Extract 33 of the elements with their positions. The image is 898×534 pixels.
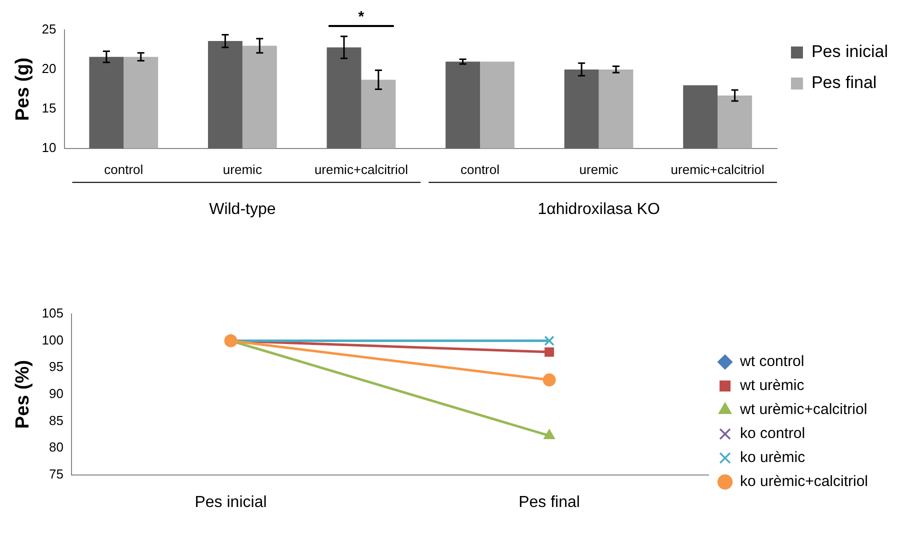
- point: [542, 373, 556, 386]
- y-tick-label: 20: [42, 61, 56, 76]
- x-tick-label: uremic: [222, 162, 262, 177]
- y-tick-label: 100: [42, 332, 64, 348]
- y-tick-label: 10: [42, 140, 56, 155]
- legend-label: wt control: [739, 353, 804, 370]
- legend-label: ko urèmic+calcitriol: [740, 473, 868, 490]
- legend-label: Pes inicial: [811, 42, 888, 62]
- y-axis-title: Pes (g): [12, 58, 34, 121]
- legend-label: Pes final: [811, 73, 877, 92]
- x-tick-label: uremic+calcitriol: [670, 162, 764, 177]
- y-tick-label: 105: [42, 306, 64, 321]
- y-tick-label: 90: [49, 386, 64, 401]
- y-tick-label: 85: [49, 412, 64, 428]
- y-axis-title: Pes (%): [12, 360, 34, 429]
- y-tick-label: 75: [49, 466, 64, 482]
- y-tick-label: 25: [42, 22, 56, 37]
- text: *: [358, 8, 364, 26]
- y-tick-label: 80: [49, 440, 64, 455]
- x-tick-label: uremic+calcitriol: [314, 162, 408, 177]
- legend-label: ko urèmic: [740, 449, 806, 466]
- point: [544, 336, 554, 346]
- text: 1αhidroxilasa KO: [538, 200, 660, 218]
- legend-label: wt urèmic+calcitriol: [739, 401, 868, 418]
- point: [544, 347, 554, 357]
- y-tick-label: 95: [49, 359, 64, 374]
- text: Wild-type: [209, 200, 276, 218]
- x-tick-label: control: [104, 162, 144, 177]
- x-tick-label: uremic: [579, 162, 619, 177]
- legend-label: ko control: [740, 425, 806, 442]
- x-tick-label: control: [460, 162, 500, 177]
- y-tick-label: 15: [42, 100, 56, 116]
- legend-label: wt urèmic: [739, 377, 805, 394]
